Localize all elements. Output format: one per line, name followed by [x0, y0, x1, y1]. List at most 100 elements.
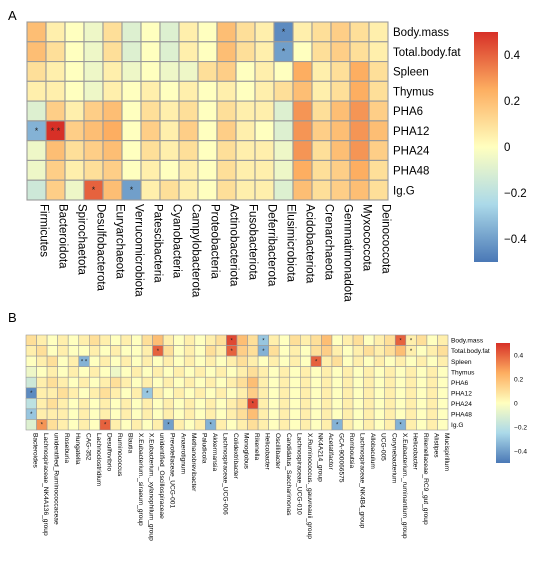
heatmap-cell	[368, 21, 389, 43]
heatmap-cell	[247, 408, 259, 420]
heatmap-cell	[159, 120, 180, 142]
heatmap-cell	[141, 345, 153, 357]
column-label: Paludicola	[200, 433, 207, 464]
colorbar-gradient	[496, 343, 510, 463]
column-label: Colidextribacter	[232, 433, 239, 480]
significance-mark: *	[30, 391, 33, 397]
heatmap-cell	[26, 179, 47, 201]
colorbar-tick-label: 0	[514, 400, 518, 407]
heatmap-cell	[254, 80, 275, 102]
column-label: Monoglobus	[243, 433, 250, 470]
heatmap-cell	[257, 376, 269, 389]
heatmap-cell	[197, 159, 218, 181]
heatmap-cell	[310, 376, 322, 389]
heatmap-cell	[46, 376, 58, 389]
row-label: Total.body.fat	[451, 348, 490, 355]
heatmap-cell	[394, 345, 407, 357]
colorbar-tick-label: 0	[504, 142, 510, 154]
heatmap-cell	[310, 408, 322, 420]
heatmap-cell	[278, 355, 291, 367]
heatmap-cell	[330, 140, 351, 161]
column-label: Actinobacteriota	[228, 204, 240, 287]
heatmap-cell	[78, 366, 90, 378]
heatmap-cell	[394, 398, 407, 410]
heatmap-cell	[64, 21, 85, 43]
heatmap-cell	[247, 387, 259, 399]
heatmap-cell	[120, 387, 132, 399]
heatmap-cell	[45, 140, 66, 161]
heatmap-cell	[36, 334, 48, 346]
heatmap-cell	[292, 21, 313, 43]
heatmap-cell	[178, 140, 199, 161]
heatmap-cell	[289, 334, 301, 346]
heatmap-cell	[342, 408, 354, 420]
heatmap-cell	[173, 387, 185, 399]
heatmap-cell	[330, 80, 351, 102]
heatmap-cell	[342, 334, 354, 346]
heatmap-cell	[352, 334, 364, 346]
heatmap-cell	[292, 100, 313, 122]
heatmap-cell	[99, 387, 111, 399]
heatmap-cell	[121, 21, 142, 43]
heatmap-cell	[36, 387, 48, 399]
heatmap-cell	[426, 387, 438, 399]
heatmap-cell	[216, 21, 237, 43]
heatmap-cell	[257, 355, 269, 367]
colorbar-tick-label: −0.4	[504, 234, 527, 246]
heatmap-cell	[437, 387, 449, 399]
heatmap-cell	[140, 140, 161, 161]
heatmap-cell	[235, 61, 256, 82]
heatmap-cell	[247, 366, 259, 378]
heatmap-cell	[368, 80, 389, 102]
heatmap-cell	[273, 179, 294, 201]
heatmap-cell	[342, 419, 354, 431]
heatmap-cell	[36, 355, 48, 367]
heatmap-cell	[140, 80, 161, 102]
column-label: Euryarchaeota	[114, 204, 126, 279]
significance-mark: *	[282, 27, 286, 37]
heatmap-cell	[216, 80, 237, 102]
colorbar-tick-label: 0.2	[504, 96, 520, 108]
heatmap-cell	[159, 140, 180, 161]
heatmap-cell	[352, 376, 364, 389]
heatmap-cell	[254, 21, 275, 43]
heatmap-cell	[310, 345, 322, 357]
heatmap-cell	[247, 355, 259, 367]
heatmap-cell	[321, 334, 333, 346]
heatmap-cell	[268, 408, 280, 420]
heatmap-cell	[205, 334, 217, 346]
heatmap-cell	[426, 376, 438, 389]
heatmap-cell	[292, 140, 313, 161]
heatmap-cell	[67, 408, 80, 420]
heatmap-cell	[321, 398, 333, 410]
heatmap-cell	[311, 41, 332, 63]
heatmap-cell	[26, 61, 47, 82]
heatmap-cell	[437, 408, 449, 420]
heatmap-cell	[36, 376, 48, 389]
heatmap-cell	[368, 159, 389, 181]
heatmap-cell	[342, 398, 354, 410]
heatmap-cell	[173, 355, 185, 367]
column-label: Helicobacter	[264, 433, 271, 470]
heatmap-cell	[25, 419, 37, 431]
heatmap-cell	[131, 355, 143, 367]
heatmap-cell	[292, 61, 313, 82]
heatmap-cell	[299, 376, 312, 389]
heatmap-cell	[384, 398, 396, 410]
heatmap-cell	[152, 408, 164, 420]
heatmap-cell	[178, 41, 199, 63]
heatmap-cell	[416, 366, 428, 378]
heatmap-cell	[437, 345, 449, 357]
heatmap-cell	[110, 345, 122, 357]
column-label: Lachnospiraceae_UCG-006	[221, 433, 228, 515]
heatmap-cell	[131, 387, 143, 399]
heatmap-cell	[235, 179, 256, 201]
heatmap-cell	[426, 408, 438, 420]
column-label: NK4A214_group	[316, 433, 323, 482]
significance-mark: *	[92, 185, 96, 195]
heatmap-cell	[197, 80, 218, 102]
heatmap-cell	[394, 355, 407, 367]
heatmap-cell	[89, 334, 101, 346]
heatmap-cell	[26, 100, 47, 122]
heatmap-cell	[64, 61, 85, 82]
